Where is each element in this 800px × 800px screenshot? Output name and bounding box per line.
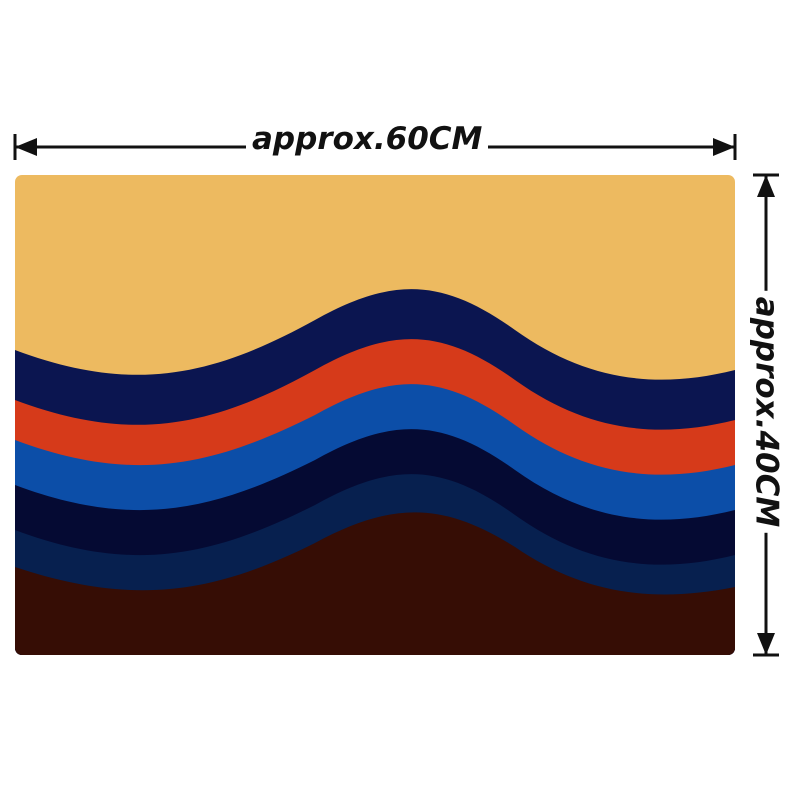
height-label: approx.40CM [751,291,782,533]
arrow-down-icon [757,633,775,655]
width-label: approx.60CM [246,124,488,155]
arrow-left-icon [15,138,37,156]
arrow-up-icon [757,175,775,197]
arrow-right-icon [713,138,735,156]
wave-mat-image [15,175,735,655]
